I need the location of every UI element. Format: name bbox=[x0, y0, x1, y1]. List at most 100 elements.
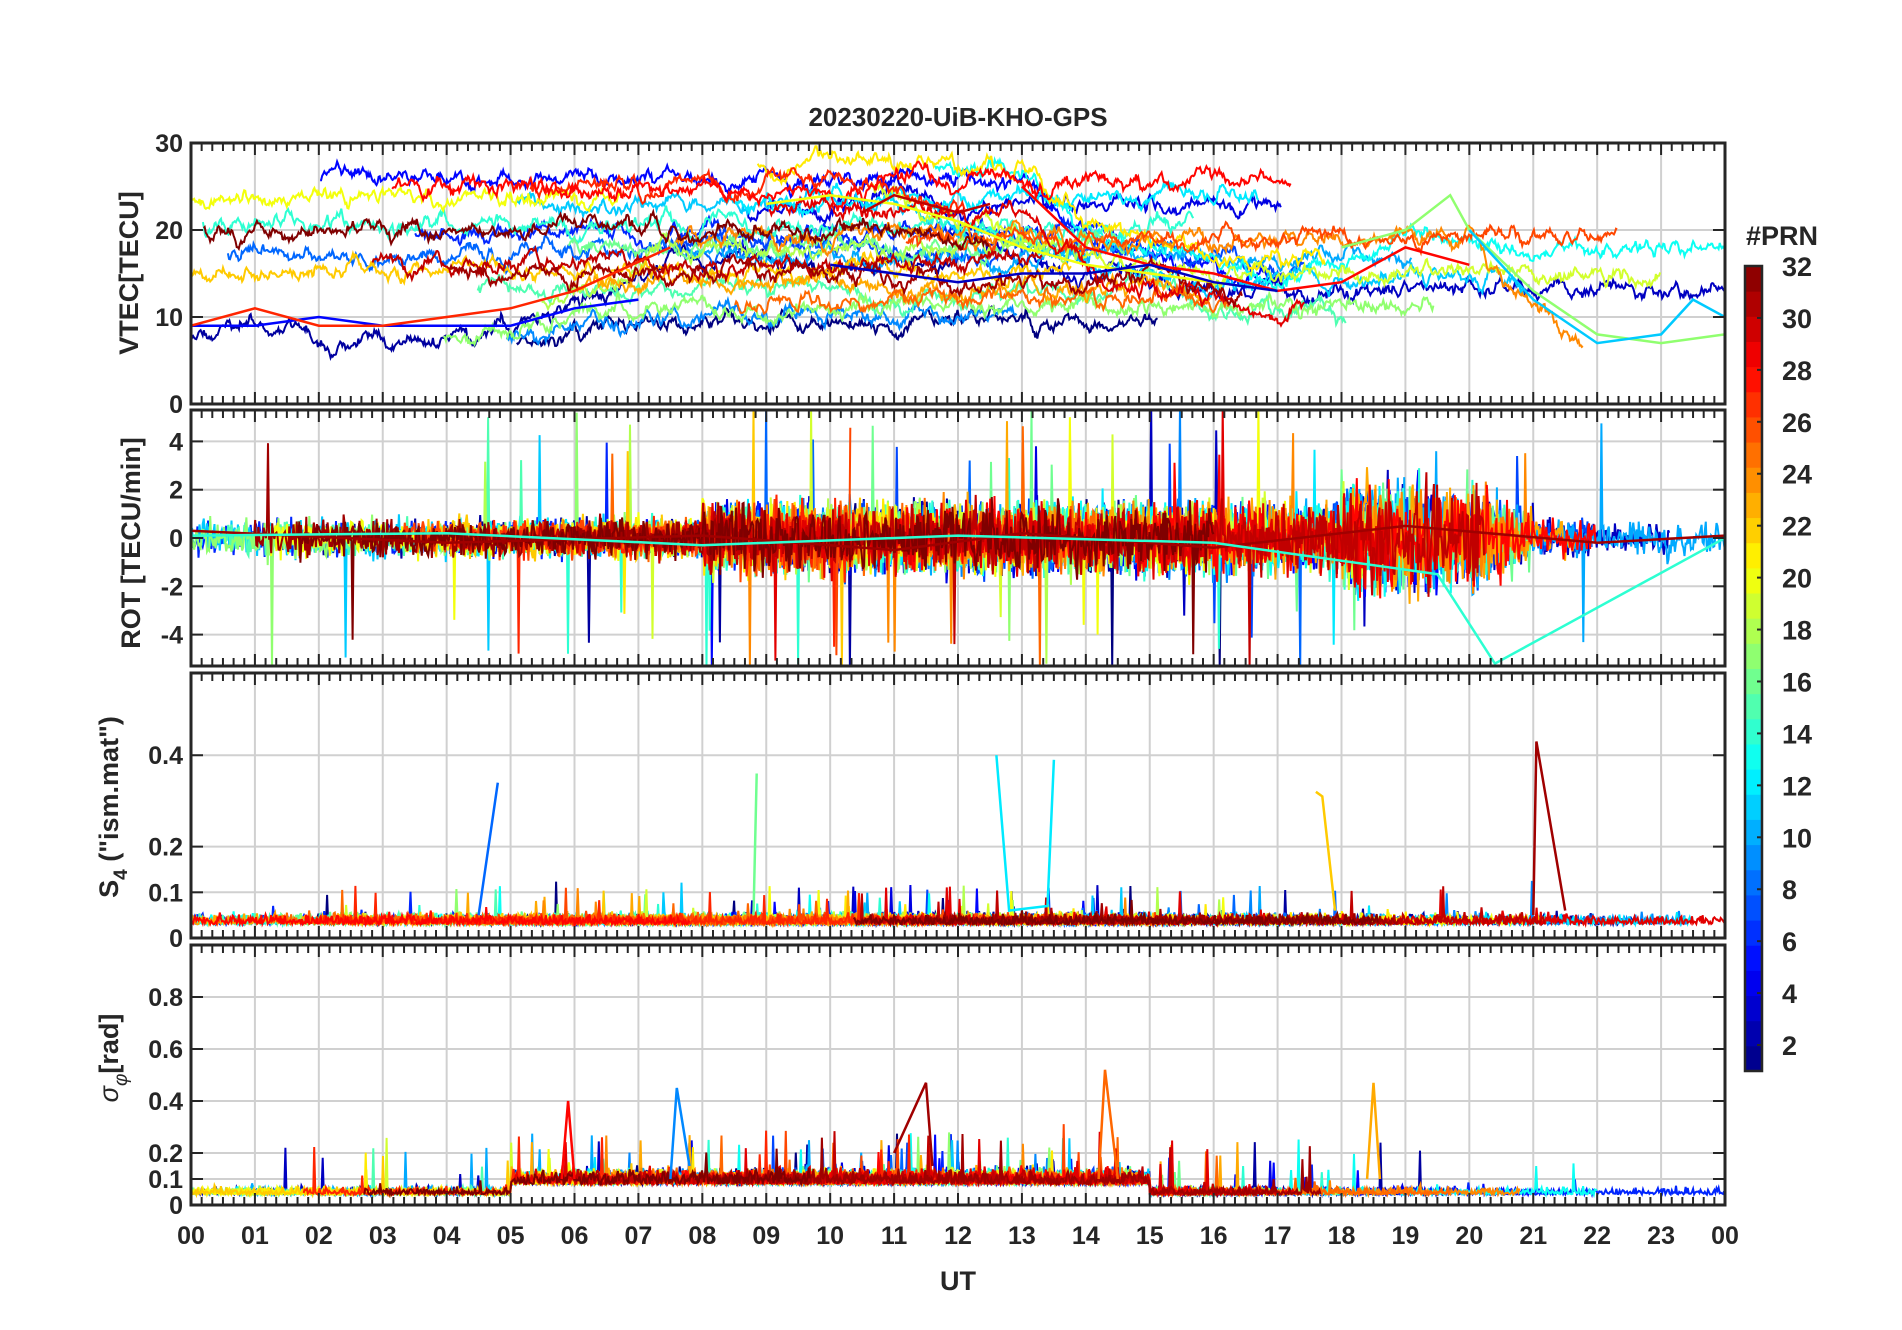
x-tick-label: 02 bbox=[305, 1222, 333, 1250]
colorbar-level bbox=[1745, 718, 1762, 745]
rot-ytick-label: -2 bbox=[161, 573, 183, 601]
vtec-series-2 bbox=[766, 193, 1214, 284]
s4-ylabel-rest: ("ism.mat") bbox=[94, 716, 124, 869]
vtec-trace-prn29 bbox=[768, 192, 1305, 328]
colorbar-level bbox=[1745, 366, 1762, 393]
colorbar-level bbox=[1745, 391, 1762, 418]
sigphi-ylabel-sub: φ bbox=[111, 1074, 132, 1086]
rot-ylabel: ROT [TECU/min] bbox=[116, 437, 146, 648]
s4-ytick-label: 0.4 bbox=[148, 742, 183, 770]
colorbar-level bbox=[1745, 819, 1762, 846]
rot-ytick-label: 2 bbox=[169, 477, 183, 505]
colorbar-tick-label: 14 bbox=[1782, 719, 1812, 749]
colorbar-level bbox=[1745, 769, 1762, 795]
x-tick-label: 18 bbox=[1328, 1222, 1356, 1250]
rot-panel: -4 -2 0 2 4 bbox=[161, 408, 1727, 668]
sigphi-trace-prn10 bbox=[237, 1133, 920, 1199]
colorbar-tick-label: 16 bbox=[1782, 667, 1812, 697]
colorbar-tick-label: 12 bbox=[1782, 771, 1812, 801]
colorbar-tick-label: 32 bbox=[1782, 252, 1812, 282]
s4-ytick-label: 0.1 bbox=[148, 879, 183, 907]
sigphi-ytick-label: 0.6 bbox=[148, 1036, 183, 1064]
x-tick-label: 23 bbox=[1647, 1222, 1675, 1250]
x-tick-label: 15 bbox=[1136, 1222, 1164, 1250]
colorbar-level bbox=[1745, 693, 1762, 720]
colorbar-level bbox=[1745, 1045, 1762, 1072]
s4-series-1 bbox=[995, 755, 1056, 912]
sigphi-ylabel: σφ[rad] bbox=[94, 1014, 132, 1103]
colorbar-tick-label: 28 bbox=[1782, 356, 1812, 386]
colorbar-tick-label: 10 bbox=[1782, 823, 1812, 853]
sigphi-series-0 bbox=[669, 1087, 691, 1180]
sigphi-frame bbox=[189, 943, 1727, 1207]
vtec-ytick-label: 0 bbox=[169, 391, 183, 419]
colorbar-level bbox=[1745, 920, 1762, 946]
x-tick-labels: 00 01 02 03 04 05 06 07 08 09 10 11 12 13 14 15 16 17 18 19… bbox=[177, 1222, 1739, 1250]
x-tick-label: 01 bbox=[241, 1222, 269, 1250]
vtec-trace-prn17 bbox=[442, 290, 1435, 348]
x-tick-label: 04 bbox=[433, 1222, 461, 1250]
colorbar-level bbox=[1745, 416, 1762, 443]
x-tick-label: 12 bbox=[944, 1222, 972, 1250]
vtec-ytick-label: 30 bbox=[155, 130, 183, 158]
colorbar-level bbox=[1745, 492, 1762, 519]
colorbar-level bbox=[1745, 995, 1762, 1022]
colorbar-tick-label: 2 bbox=[1782, 1031, 1797, 1061]
x-tick-label: 06 bbox=[561, 1222, 589, 1250]
rot-series-1 bbox=[191, 531, 1725, 666]
vtec-ytick-label: 10 bbox=[155, 304, 183, 332]
vtec-series-3 bbox=[861, 193, 991, 214]
colorbar-level bbox=[1745, 618, 1762, 644]
s4-series-4 bbox=[752, 773, 758, 916]
colorbar-level bbox=[1745, 1020, 1762, 1047]
rot-ytick-label: -4 bbox=[161, 622, 183, 650]
vtec-trace-prn19 bbox=[868, 183, 1662, 292]
colorbar-level bbox=[1745, 668, 1762, 695]
rot-series-0 bbox=[191, 524, 1725, 552]
s4-series-3 bbox=[1532, 741, 1567, 916]
vtec-frame bbox=[189, 141, 1727, 406]
colorbar-tick-label: 18 bbox=[1782, 616, 1812, 646]
s4-frame bbox=[189, 671, 1727, 940]
x-tick-label: 20 bbox=[1455, 1222, 1483, 1250]
sigphi-ylabel-main: σ bbox=[94, 1084, 124, 1102]
x-tick-label: 21 bbox=[1519, 1222, 1547, 1250]
colorbar-level bbox=[1745, 794, 1762, 820]
colorbar-frame bbox=[1743, 264, 1764, 1073]
x-tick-label: 22 bbox=[1583, 1222, 1611, 1250]
s4-series-0 bbox=[477, 782, 500, 916]
vtec-panel: 0 10 20 30 bbox=[155, 130, 1727, 419]
vtec-series-7 bbox=[1468, 229, 1725, 345]
rot-ytick-label: 4 bbox=[169, 428, 183, 456]
vtec-series-4 bbox=[1021, 185, 1470, 293]
x-tick-label: 00 bbox=[177, 1222, 205, 1250]
sigphi-ytick-label: 0.4 bbox=[148, 1088, 183, 1116]
vtec-trace-prn31 bbox=[449, 253, 1243, 307]
vtec-trace-prn27 bbox=[529, 166, 966, 219]
colorbar-level bbox=[1745, 894, 1762, 921]
figure-title: 20230220-UiB-KHO-GPS bbox=[808, 102, 1107, 132]
colorbar-tick-label: 30 bbox=[1782, 304, 1812, 334]
colorbar-level bbox=[1745, 341, 1762, 368]
colorbar-level bbox=[1745, 442, 1762, 468]
colorbar-level bbox=[1745, 517, 1762, 544]
sigphi-trace-prn32 bbox=[363, 1148, 811, 1199]
rot-ytick-label: 0 bbox=[169, 525, 183, 553]
sigphi-ytick-label: 0 bbox=[169, 1192, 183, 1220]
colorbar-title: #PRN bbox=[1746, 221, 1818, 251]
vtec-series-0 bbox=[191, 298, 639, 327]
colorbar-level bbox=[1745, 844, 1762, 871]
sigphi-series-1 bbox=[892, 1082, 934, 1167]
colorbar-level bbox=[1745, 945, 1762, 971]
vtec-ytick-label: 20 bbox=[155, 217, 183, 245]
s4-trace-prn28 bbox=[191, 907, 691, 928]
x-tick-label: 10 bbox=[816, 1222, 844, 1250]
colorbar-level bbox=[1745, 467, 1762, 493]
vtec-trace-prn25 bbox=[734, 278, 1230, 315]
x-tick-label: 16 bbox=[1200, 1222, 1228, 1250]
s4-ytick-label: 0.2 bbox=[148, 834, 183, 862]
vtec-trace-prn12 bbox=[734, 179, 1260, 219]
vtec-trace-prn32 bbox=[202, 208, 990, 252]
vtec-trace-prn1 bbox=[516, 304, 1158, 348]
x-tick-label: 08 bbox=[688, 1222, 716, 1250]
